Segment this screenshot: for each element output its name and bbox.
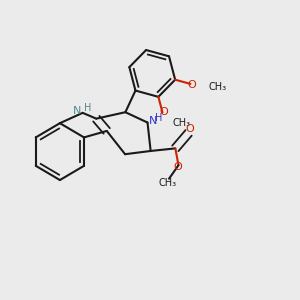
Text: O: O — [173, 162, 182, 172]
Text: CH₃: CH₃ — [158, 178, 176, 188]
Text: N: N — [149, 116, 157, 126]
Text: O: O — [187, 80, 196, 89]
Text: O: O — [186, 124, 195, 134]
Text: H: H — [84, 103, 92, 113]
Text: CH₃: CH₃ — [209, 82, 227, 92]
Text: CH₃: CH₃ — [173, 118, 191, 128]
Text: H: H — [154, 113, 162, 123]
Text: N: N — [72, 106, 81, 116]
Text: O: O — [159, 107, 168, 117]
